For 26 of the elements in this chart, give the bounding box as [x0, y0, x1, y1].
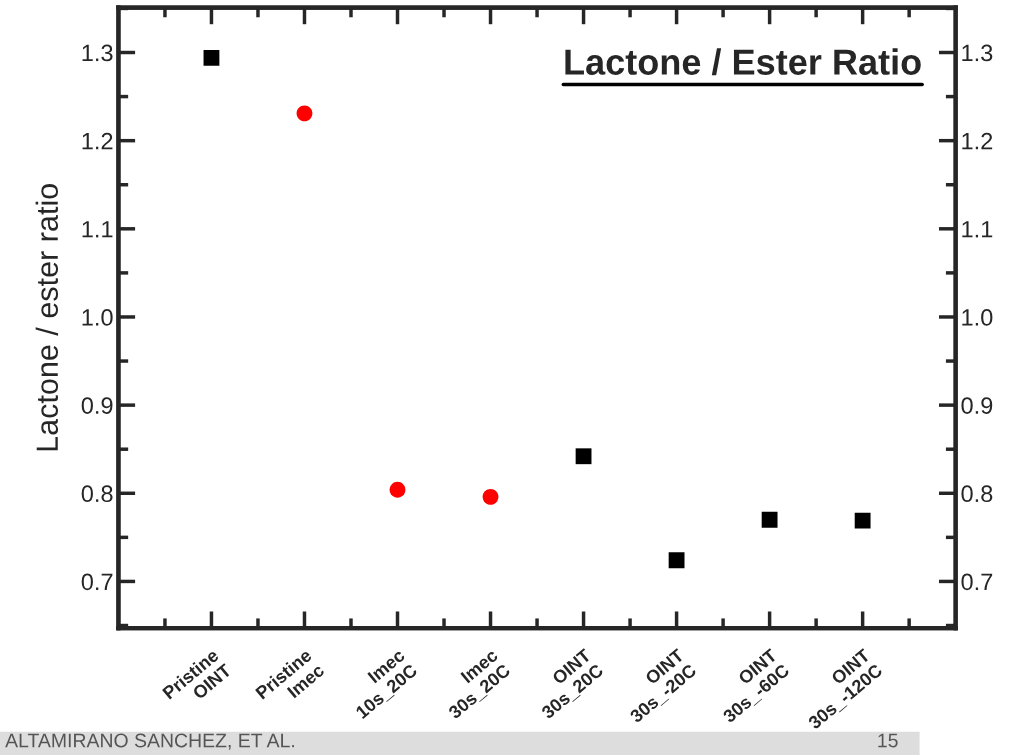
y-tick-label: 0.9: [81, 397, 113, 414]
text: Lactone / Ester Ratio: [565, 48, 921, 76]
point: [203, 49, 220, 66]
y2-tick-label: 0.9: [961, 397, 993, 414]
y-axis-title: Lactone / ester ratio: [35, 184, 59, 451]
point: [761, 511, 778, 528]
text: 15: [878, 733, 898, 748]
y2-tick-label: 0.8: [961, 485, 993, 503]
point: [575, 448, 592, 465]
y-tick-label: 1.3: [82, 44, 113, 62]
y-tick-label: 1.2: [82, 132, 113, 150]
y-tick-label: 1.1: [82, 221, 113, 238]
y2-tick-label: 1.2: [962, 132, 993, 150]
point: [668, 552, 685, 569]
y2-tick-label: 1.3: [962, 44, 993, 62]
y2-tick-label: 1.0: [962, 309, 993, 326]
y-tick-label: 1.0: [82, 309, 113, 326]
point: [482, 488, 499, 505]
y2-tick-label: 0.7: [961, 573, 993, 591]
text: ALTAMIRANO SANCHEZ, ET AL.: [5, 733, 295, 750]
point: [389, 481, 406, 498]
y2-tick-label: 1.1: [962, 221, 993, 238]
point: [296, 105, 313, 122]
point: [854, 512, 871, 529]
y-tick-label: 0.8: [81, 485, 113, 503]
y-tick-label: 0.7: [81, 573, 113, 591]
